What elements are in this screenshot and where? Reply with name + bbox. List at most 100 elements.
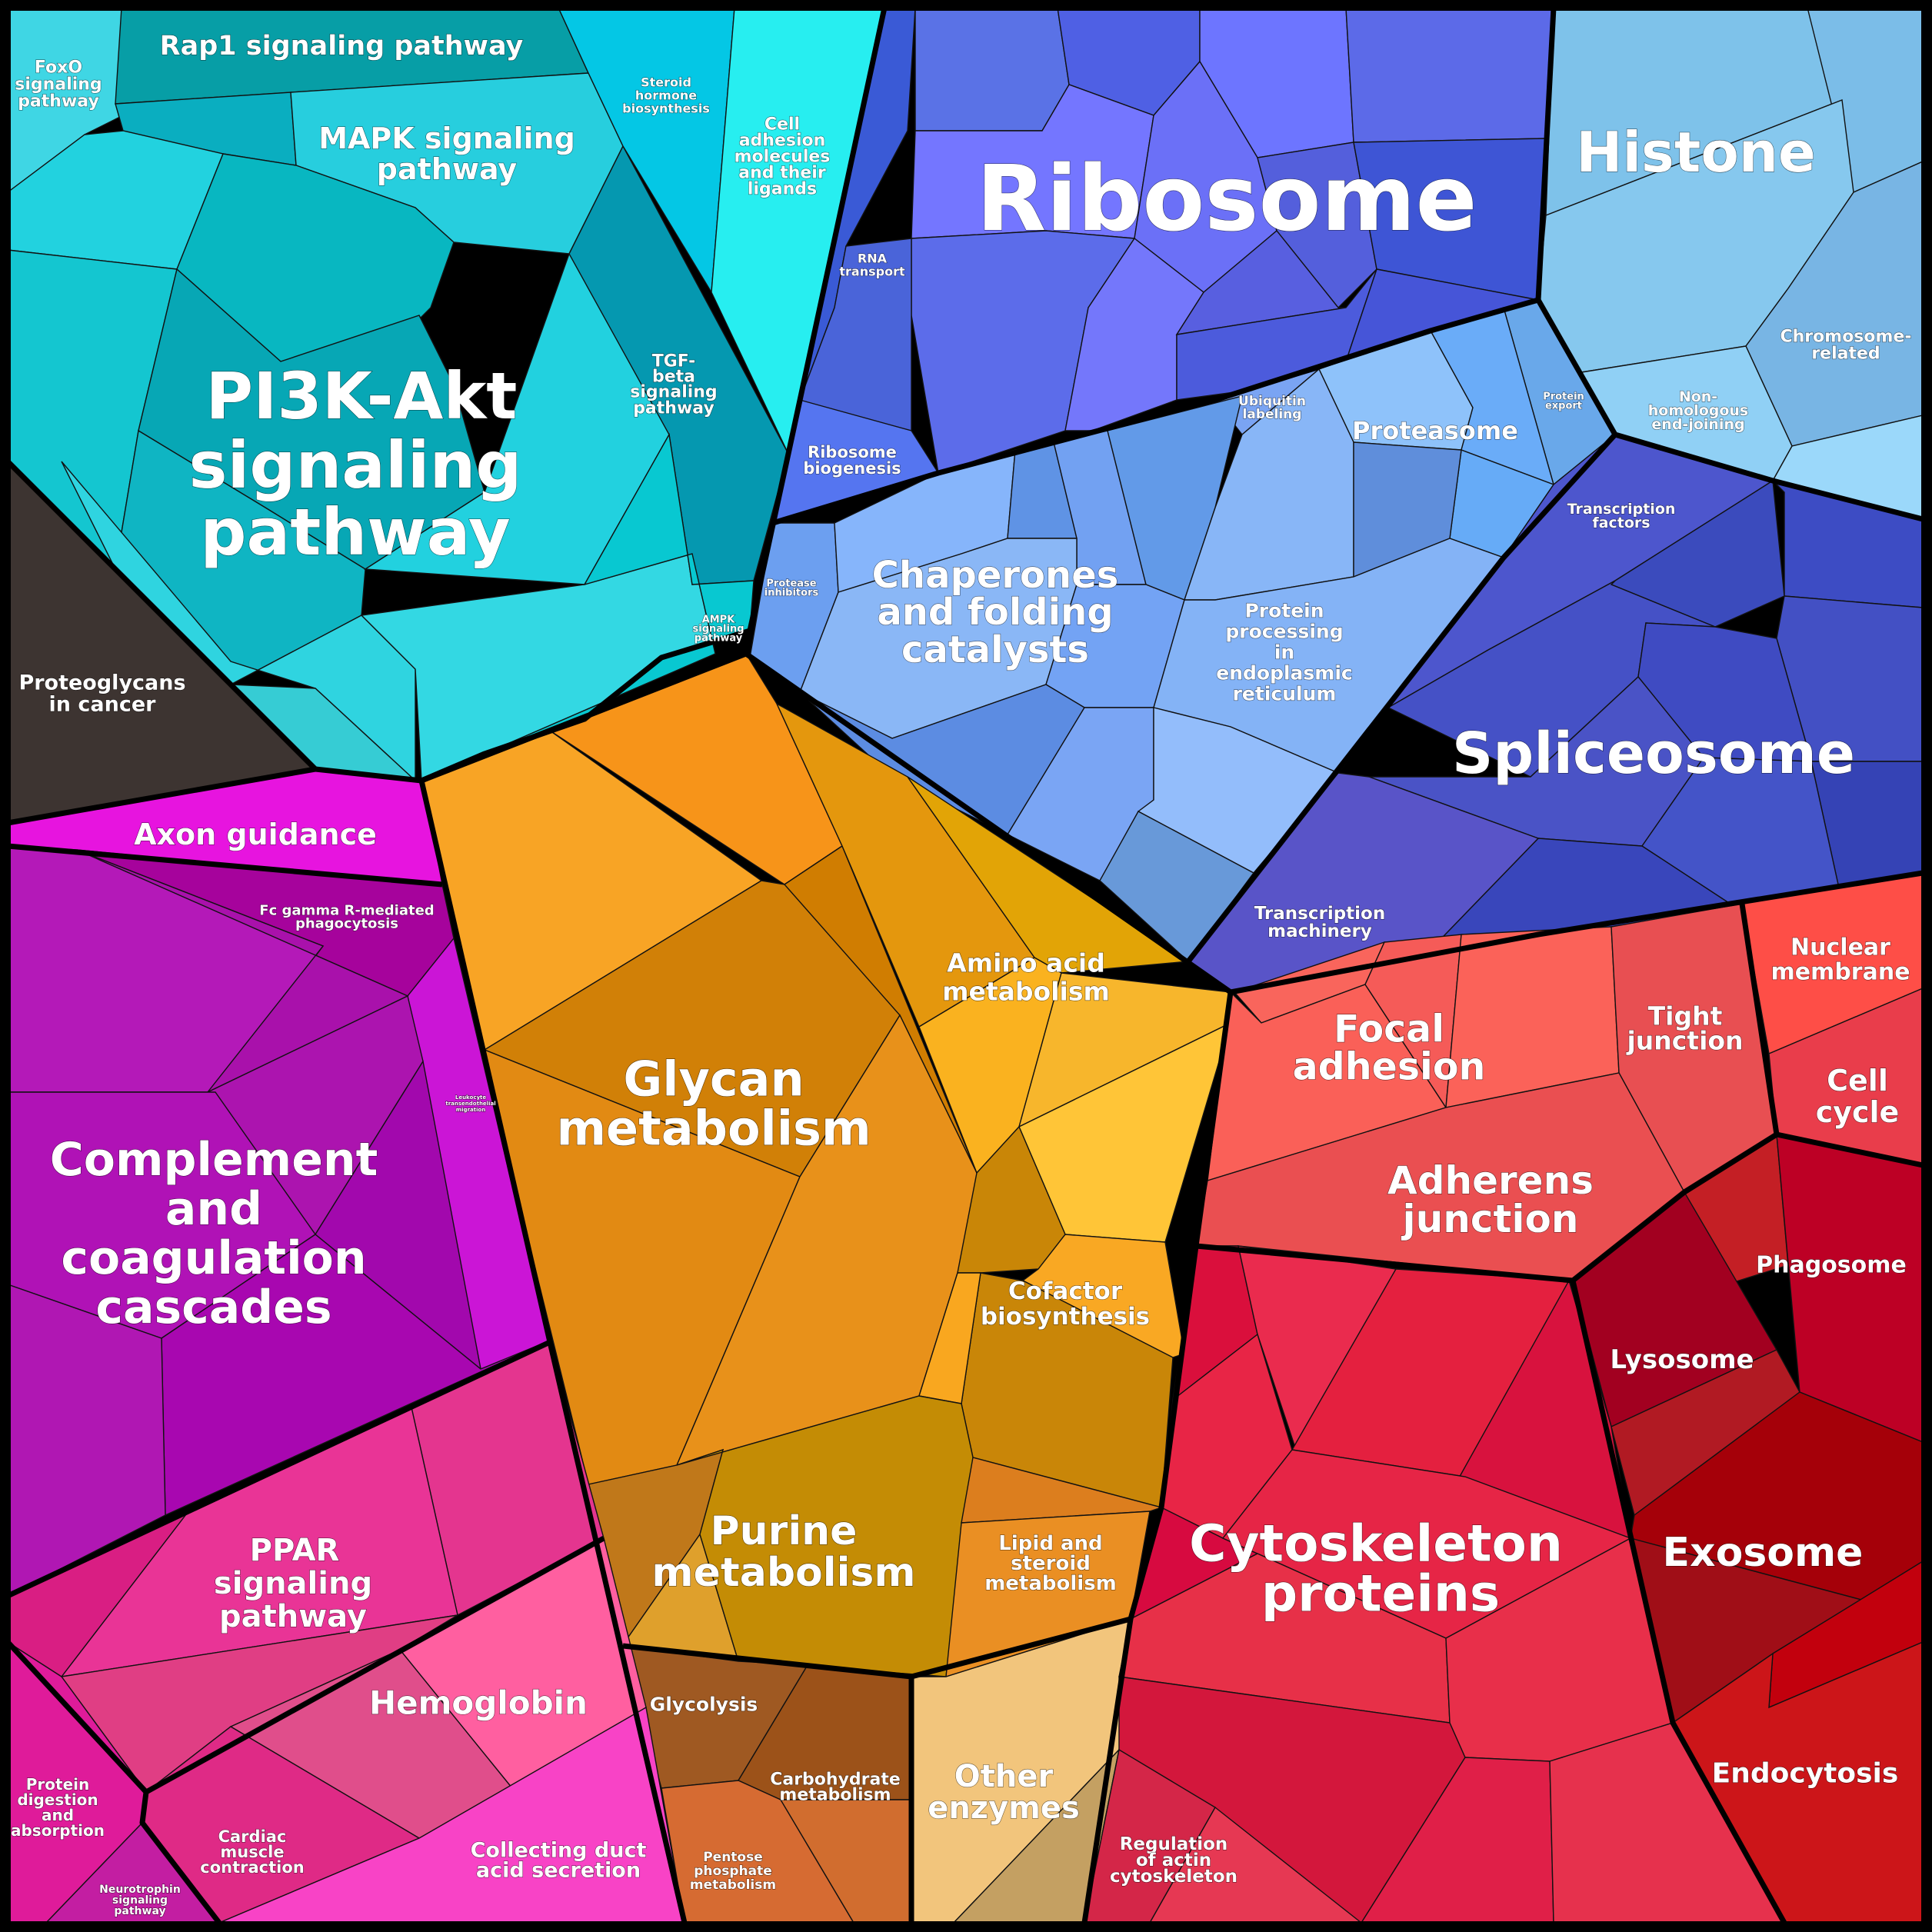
label-transcription-machinery-line2: machinery [1267,921,1372,941]
border-axon-bottom [7,843,443,888]
label-pentose-line3: metabolism [690,1877,776,1893]
label-cell-adhesion-line5: ligands [748,180,817,199]
border-spliceosome-left [1186,432,1617,964]
label-ubiquitin-line1: Ubiquitin [1238,394,1306,409]
border-exosome-left [1570,1280,1787,1924]
border-glycolysis-top [622,1643,912,1680]
label-hemoglobin: Hemoglobin [369,1684,588,1722]
label-fc-gamma-line2: phagocytosis [295,916,398,932]
label-tight-junction-line1: Tight [1648,1001,1723,1031]
label-purine-line2: metabolism [651,1550,915,1596]
border-complement-ppar [6,1339,551,1599]
label-mapk-line1: MAPK signaling [318,122,575,155]
label-ampk-line2: signaling [693,624,744,635]
label-other-enzymes-line2: enzymes [928,1790,1080,1826]
border-ribosome-chaperones [771,297,1539,526]
label-protein-digestion-line4: absorption [11,1821,105,1840]
label-mapk-line2: pathway [377,152,518,186]
label-protease-inhibitors-line1: Protease [766,578,816,590]
border-glycan-top [420,651,1233,994]
label-rna-transport-line1: RNA [858,251,888,266]
label-ppar-line1: PPAR [250,1533,340,1568]
label-cytoskeleton-line1: Cytoskeleton [1189,1514,1563,1574]
label-regulation-actin-line1: Regulation [1120,1834,1228,1854]
label-ampk-line1: AMPK [702,615,736,626]
border-axon-top [7,766,422,826]
label-leukocyte-line3: migration [456,1107,485,1113]
label-er-line1: Protein [1244,600,1324,622]
cell-ribosome-h [1257,142,1377,309]
label-neurotrophin-line2: signaling [112,1894,168,1907]
label-cell-adhesion-line4: and their [738,164,826,183]
label-er-line2: processing [1225,621,1343,643]
label-regulation-actin-line3: cytoskeleton [1110,1867,1237,1887]
label-steroid-line1: Steroid [641,75,691,90]
label-cell-adhesion-line2: adhesion [739,132,826,151]
label-fc-gamma-line1: Fc gamma R-mediated [259,903,434,919]
label-cofactor-line2: biosynthesis [981,1303,1150,1331]
label-pi3k-line1: PI3K-Akt [206,358,518,434]
label-complement-line3: coagulation [61,1231,366,1285]
label-collecting-duct-line2: acid secretion [476,1859,641,1883]
label-protein-digestion-line1: Protein [26,1775,89,1794]
label-protein-digestion-line2: digestion [17,1790,98,1809]
label-tgf-line1: TGF- [652,352,696,371]
label-non-homologous-line1: Non- [1679,388,1717,405]
label-cardiac-line2: muscle [220,1843,284,1861]
label-focal-adhesion-line1: Focal [1334,1008,1444,1051]
label-ribosome: Ribosome [976,145,1477,251]
label-rap1: Rap1 signaling pathway [160,31,524,62]
label-non-homologous-line2: homologous [1648,402,1749,419]
label-tgf-line2: beta [652,368,695,387]
label-protein-digestion-line3: and [42,1806,74,1824]
label-er-line5: reticulum [1233,683,1337,705]
label-tight-junction-line2: junction [1625,1026,1743,1056]
label-transcription-factors-line2: factors [1592,515,1650,531]
label-axon-guidance: Axon guidance [134,818,377,851]
label-ribosome-biogenesis-line2: biogenesis [803,459,901,478]
label-pi3k-line3: pathway [200,495,510,570]
label-phagosome: Phagosome [1756,1252,1907,1279]
label-tgf-line3: signaling [630,383,717,402]
label-transcription-factors-line1: Transcription [1567,501,1676,518]
cell-ribosome-l [1175,230,1347,335]
border-glycan-right [1081,991,1234,1924]
border-hemoglobin [145,1535,605,1795]
label-tgf-line4: pathway [633,399,715,418]
label-leukocyte-line2: transendothelial [445,1101,495,1107]
label-non-homologous-line3: end-joining [1651,416,1744,433]
label-cell-adhesion-line3: molecules [734,148,831,167]
label-chromosome-related-line1: Chromosome- [1780,328,1912,347]
label-foxo-line2: signaling [15,75,102,95]
label-complement-line4: cascades [95,1281,331,1334]
label-pentose-line2: phosphate [694,1864,771,1879]
label-cardiac-line3: contraction [200,1858,304,1877]
label-carbohydrate-line2: metabolism [779,1786,891,1805]
label-pi3k-line2: signaling [189,428,522,503]
label-chaperones-line3: catalysts [901,628,1089,671]
border-nuclear [1739,903,1780,1135]
label-glycan-line2: metabolism [556,1101,871,1157]
label-steroid-line2: hormone [635,88,697,103]
label-lysosome: Lysosome [1610,1344,1754,1375]
label-er-line3: in [1274,641,1294,664]
label-er-line4: endoplasmic [1216,662,1352,685]
label-histone: Histone [1576,120,1816,185]
label-glycolysis: Glycolysis [650,1694,758,1716]
label-lipid-line3: metabolism [984,1572,1117,1595]
label-ribosome-biogenesis-line1: Ribosome [808,443,897,461]
label-carbohydrate-line1: Carbohydrate [770,1770,901,1790]
label-chromosome-related-line2: related [1811,345,1880,364]
label-ubiquitin-line2: labeling [1243,407,1302,422]
label-cardiac-line1: Cardiac [218,1827,287,1846]
label-cytoskeleton-line2: proteins [1261,1564,1500,1624]
label-exosome: Exosome [1663,1530,1864,1576]
border-cytoskeleton-top [1195,1131,1924,1284]
label-ppar-line3: pathway [219,1599,367,1634]
border-histone-bottom [1535,298,1924,522]
label-complement-line2: and [165,1182,262,1236]
label-other-enzymes-line1: Other [954,1759,1054,1794]
cell-ribosome-b [914,7,1070,132]
label-endocytosis: Endocytosis [1712,1758,1899,1790]
